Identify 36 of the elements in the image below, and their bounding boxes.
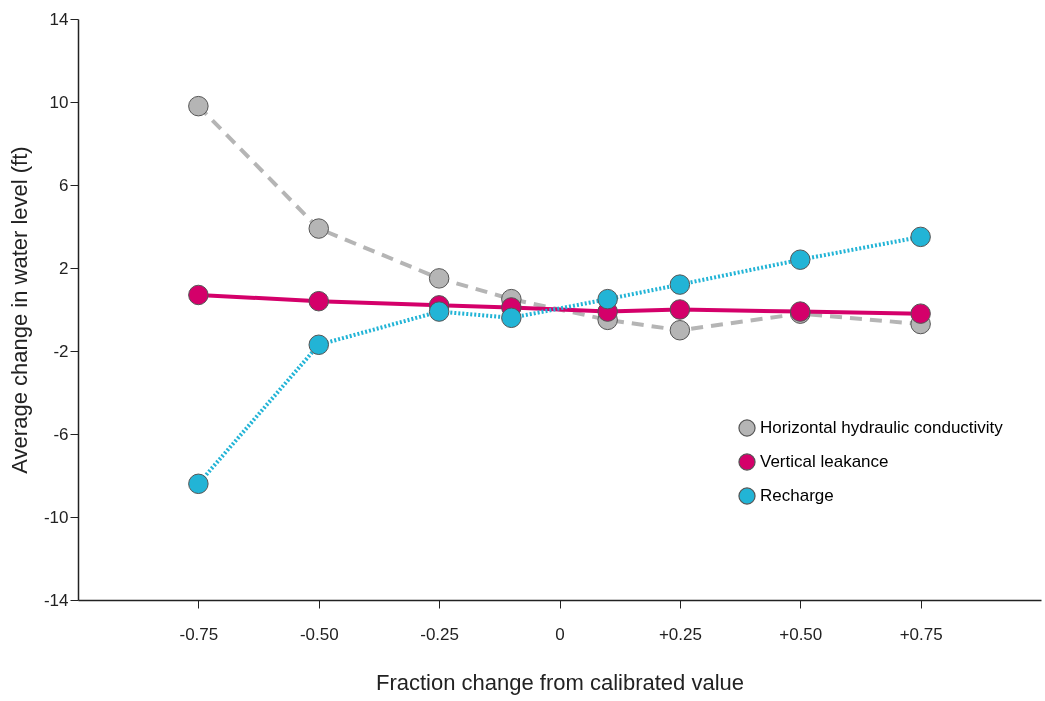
point (308, 218, 329, 239)
x-tick-label: +0.75 (899, 624, 943, 644)
y-tick-label: -10 (43, 507, 69, 527)
x-axis-title: Fraction change from calibrated value (375, 669, 745, 695)
x-tick-label: -0.25 (420, 624, 459, 644)
y-tick-label: -2 (53, 341, 69, 361)
point (188, 473, 209, 495)
x-tick-label: -0.50 (299, 624, 339, 644)
point (910, 303, 931, 324)
point (669, 320, 691, 341)
y-tick-label: 10 (49, 92, 69, 112)
point (188, 95, 209, 117)
point (501, 307, 522, 329)
point (188, 284, 209, 306)
y-tick-label: 2 (59, 258, 69, 278)
point (910, 226, 931, 248)
point (428, 301, 450, 322)
x-tick-label: +0.25 (658, 624, 702, 644)
x-tick-label: -0.75 (179, 624, 219, 644)
point (308, 290, 329, 312)
point (669, 274, 691, 295)
point (308, 334, 329, 355)
legend-label: Recharge (760, 486, 834, 505)
point (669, 299, 691, 320)
y-tick-label: 6 (59, 175, 69, 195)
y-axis-title: Average change in water level (ft) (6, 146, 32, 474)
point (597, 288, 618, 310)
y-tick-label: -14 (43, 590, 69, 610)
y-tick-label: -6 (53, 424, 69, 444)
point (428, 268, 450, 289)
y-tick-label: 14 (49, 9, 69, 29)
x-tick-label: +0.50 (779, 624, 823, 644)
point (790, 249, 811, 270)
legend-label: Horizontal hydraulic conductivity (760, 418, 1004, 437)
legend-label: Vertical leakance (760, 452, 889, 471)
x-tick-label: 0 (555, 624, 565, 644)
